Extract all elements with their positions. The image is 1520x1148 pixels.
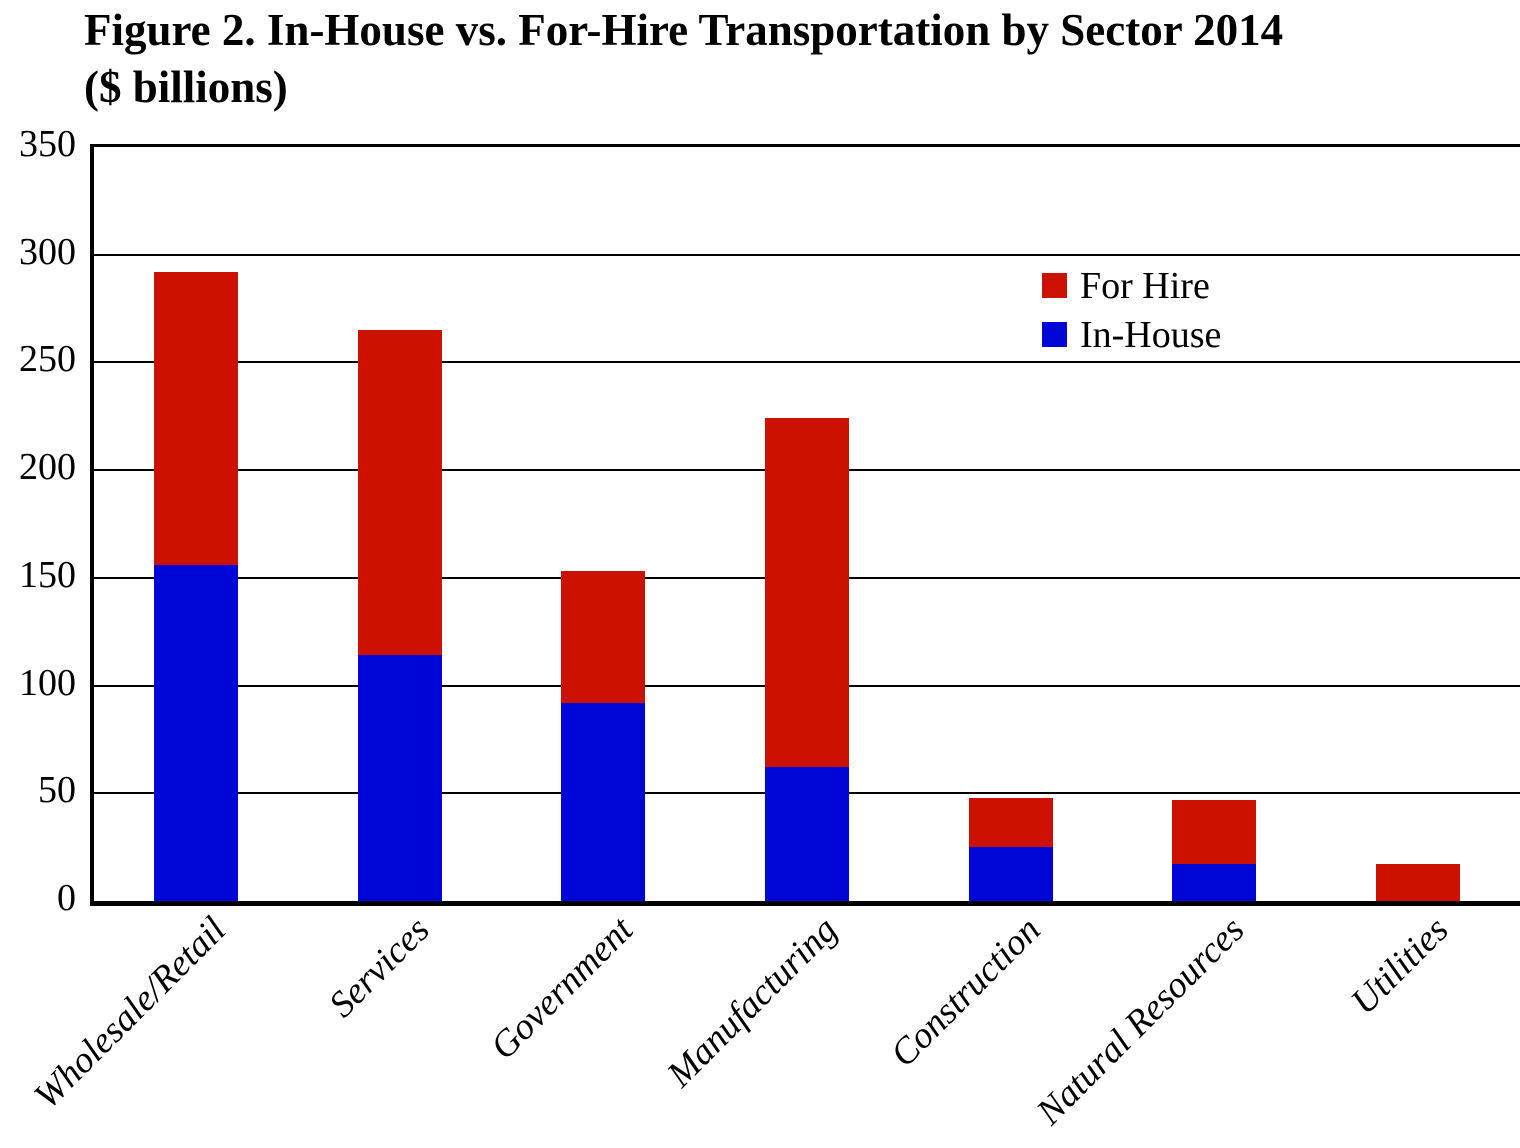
bar-segment-in-house xyxy=(153,564,238,901)
y-tick-label-200: 200 xyxy=(19,446,76,489)
bar-services xyxy=(357,330,442,901)
bar-segment-in-house xyxy=(561,702,646,901)
legend-row-for-hire: For Hire xyxy=(1042,261,1221,310)
bar-wholesale-retail xyxy=(153,271,238,901)
bar-natural-resources xyxy=(1172,799,1257,901)
y-tick-label-50: 50 xyxy=(38,769,76,812)
x-label-manufacturing: Manufacturing xyxy=(659,909,846,1096)
bar-segment-for-hire xyxy=(357,330,442,656)
legend-label: For Hire xyxy=(1080,264,1210,307)
chart-title: Figure 2. In-House vs. For-Hire Transpor… xyxy=(84,2,1283,116)
x-label-services: Services xyxy=(321,909,438,1026)
x-label-construction: Construction xyxy=(883,909,1050,1075)
y-tick-label-300: 300 xyxy=(19,230,76,273)
x-label-utilities: Utilities xyxy=(1343,909,1457,1023)
chart-title-line1: Figure 2. In-House vs. For-Hire Transpor… xyxy=(84,5,1284,55)
legend-swatch-icon xyxy=(1042,322,1067,347)
bar-government xyxy=(561,571,646,901)
y-tick-label-100: 100 xyxy=(19,661,76,704)
bar-segment-for-hire xyxy=(1376,864,1461,901)
plot-area: For Hire In-House xyxy=(90,144,1520,906)
y-tick-label-0: 0 xyxy=(57,877,76,919)
y-tick-label-350: 350 xyxy=(19,123,76,165)
bar-manufacturing xyxy=(765,418,849,901)
bar-utilities xyxy=(1376,864,1461,901)
legend-row-in-house: In-House xyxy=(1042,310,1221,359)
legend-swatch-icon xyxy=(1042,273,1067,298)
bar-segment-in-house xyxy=(1172,864,1257,901)
bar-segment-in-house xyxy=(357,655,442,901)
bar-segment-in-house xyxy=(765,767,849,901)
gridline-300 xyxy=(94,253,1520,256)
bar-segment-for-hire xyxy=(765,418,849,768)
y-tick-label-250: 250 xyxy=(19,338,76,381)
bar-segment-in-house xyxy=(968,847,1053,901)
legend-label: In-House xyxy=(1080,313,1222,356)
bar-segment-for-hire xyxy=(561,571,646,703)
bar-construction xyxy=(968,797,1053,901)
gridline-250 xyxy=(94,361,1520,364)
chart-title-line2: ($ billions) xyxy=(84,62,288,112)
bar-segment-for-hire xyxy=(1172,799,1257,865)
bar-segment-for-hire xyxy=(968,797,1053,848)
bar-segment-for-hire xyxy=(153,271,238,565)
legend: For Hire In-House xyxy=(1042,261,1221,359)
x-label-wholesale-retail: Wholesale/Retail xyxy=(26,909,235,1118)
y-tick-label-150: 150 xyxy=(19,553,76,596)
x-label-government: Government xyxy=(483,909,642,1068)
x-label-natural-resources: Natural Resources xyxy=(1029,909,1253,1133)
